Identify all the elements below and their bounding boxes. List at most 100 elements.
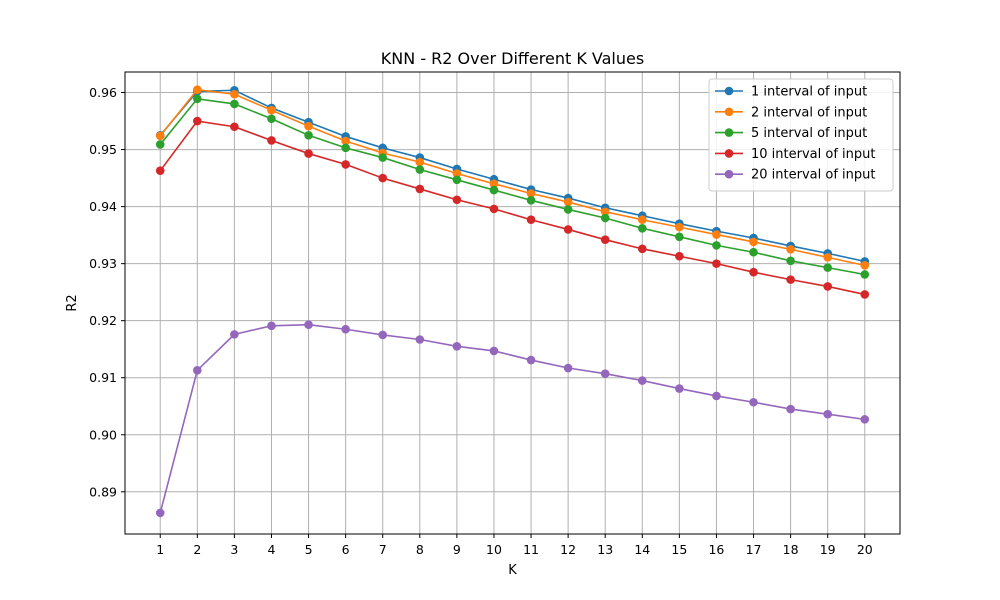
data-point bbox=[823, 253, 832, 262]
legend-item: 1 interval of input bbox=[715, 85, 867, 100]
data-point bbox=[526, 215, 536, 225]
x-tick-label: 11 bbox=[523, 542, 539, 557]
legend-marker bbox=[724, 149, 734, 158]
data-point bbox=[230, 89, 239, 99]
x-tick-label: 7 bbox=[379, 542, 387, 557]
y-tick-label: 0.95 bbox=[89, 142, 117, 157]
data-point bbox=[786, 404, 795, 414]
data-point bbox=[675, 232, 684, 242]
data-point bbox=[526, 196, 536, 205]
series-line bbox=[159, 120, 865, 296]
data-point bbox=[452, 175, 462, 185]
data-point bbox=[860, 270, 870, 279]
x-tick-label: 1 bbox=[156, 542, 164, 557]
data-point bbox=[526, 355, 536, 365]
data-point bbox=[489, 204, 499, 214]
y-tick-label: 0.91 bbox=[89, 370, 117, 385]
x-tick-label: 9 bbox=[453, 542, 461, 557]
data-point bbox=[823, 409, 832, 419]
data-point bbox=[489, 185, 499, 195]
data-point bbox=[155, 166, 165, 175]
data-point bbox=[749, 237, 758, 247]
x-tick-label: 6 bbox=[342, 542, 350, 557]
data-point bbox=[415, 157, 425, 167]
data-point bbox=[712, 230, 721, 239]
data-point bbox=[452, 342, 462, 351]
legend-item: 2 interval of input bbox=[715, 105, 867, 120]
y-tick-label: 0.92 bbox=[89, 313, 117, 328]
data-point bbox=[563, 363, 573, 373]
data-point bbox=[341, 324, 350, 334]
data-point bbox=[193, 85, 202, 94]
data-point bbox=[823, 282, 832, 291]
data-point bbox=[749, 247, 758, 257]
data-point bbox=[230, 330, 239, 339]
chart-title: KNN - R2 Over Different K Values bbox=[381, 49, 644, 68]
data-point bbox=[749, 397, 758, 407]
data-point bbox=[341, 143, 350, 153]
data-point bbox=[563, 205, 573, 214]
series-line bbox=[159, 323, 865, 514]
data-point bbox=[452, 169, 462, 178]
x-tick-label: 16 bbox=[708, 542, 724, 557]
series-line bbox=[159, 97, 865, 276]
data-point bbox=[193, 116, 202, 126]
x-axis-label: K bbox=[508, 563, 517, 578]
legend-marker bbox=[724, 169, 734, 179]
x-tick-label: 4 bbox=[267, 542, 275, 557]
data-point bbox=[526, 189, 536, 198]
data-point bbox=[267, 105, 276, 115]
legend-label: 1 interval of input bbox=[751, 85, 867, 100]
data-point bbox=[712, 259, 721, 268]
data-point bbox=[712, 241, 721, 250]
series-3 bbox=[155, 94, 870, 279]
series-2 bbox=[155, 85, 870, 270]
y-tick-label: 0.94 bbox=[89, 199, 117, 214]
data-point bbox=[415, 335, 425, 344]
data-point bbox=[415, 165, 425, 174]
data-point bbox=[230, 122, 239, 132]
data-point bbox=[304, 149, 313, 158]
y-tick-label: 0.90 bbox=[89, 427, 117, 442]
series-5 bbox=[155, 320, 870, 518]
data-point bbox=[637, 223, 647, 233]
data-point bbox=[637, 376, 647, 385]
x-tick-label: 14 bbox=[634, 542, 650, 557]
data-point bbox=[563, 197, 573, 207]
data-point bbox=[600, 369, 610, 379]
data-point bbox=[489, 346, 499, 356]
series-line bbox=[159, 88, 865, 267]
data-point bbox=[675, 251, 684, 261]
data-point bbox=[230, 99, 239, 109]
legend-label: 20 interval of input bbox=[751, 168, 875, 183]
legend-item: 20 interval of input bbox=[715, 168, 875, 183]
x-tick-label: 5 bbox=[305, 542, 313, 557]
data-point bbox=[155, 508, 165, 518]
y-axis-label: R2 bbox=[65, 294, 80, 311]
x-tick-label: 13 bbox=[597, 542, 613, 557]
x-tick-label: 12 bbox=[560, 542, 576, 557]
y-axis-ticks: 0.89 0.90 0.91 0.92 0.93 0.94 0.95 0.96 bbox=[89, 85, 125, 499]
y-tick-label: 0.93 bbox=[89, 256, 117, 271]
data-point bbox=[193, 366, 202, 375]
data-point bbox=[378, 153, 388, 162]
data-point bbox=[600, 207, 610, 217]
data-point bbox=[155, 131, 165, 141]
plot-series bbox=[155, 85, 870, 518]
legend-box bbox=[708, 78, 894, 192]
data-point bbox=[786, 256, 795, 266]
data-point bbox=[304, 121, 313, 131]
data-point bbox=[452, 195, 462, 205]
data-point bbox=[267, 136, 276, 145]
legend-item: 5 interval of input bbox=[715, 126, 867, 141]
data-point bbox=[563, 225, 573, 234]
grid-lines bbox=[125, 72, 900, 534]
data-point bbox=[304, 320, 313, 329]
legend: 1 interval of input 2 interval of input 5 … bbox=[708, 78, 894, 192]
data-point bbox=[600, 235, 610, 244]
data-point bbox=[267, 114, 276, 124]
data-point bbox=[712, 391, 721, 401]
data-point bbox=[786, 245, 795, 254]
x-axis-ticks: 1 2 3 4 5 6 7 8 9 10 11 12 13 14 15 16 17 18 19 20 bbox=[156, 534, 873, 557]
